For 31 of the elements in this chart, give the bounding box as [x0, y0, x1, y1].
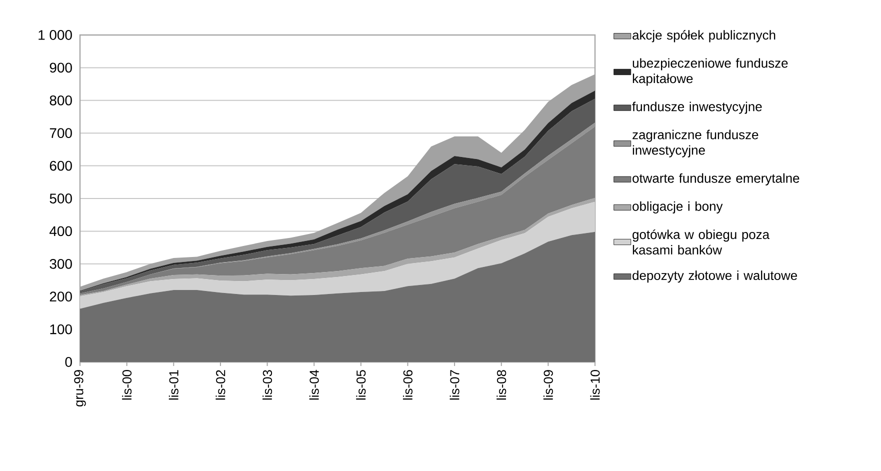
y-tick-label: 400 — [50, 226, 72, 236]
y-tick-label: 500 — [50, 194, 72, 204]
x-tick-label: lis-06 — [402, 370, 412, 400]
legend-label: akcje spółek publicznych — [632, 30, 776, 42]
legend-label: fundusze inwestycyjne — [632, 102, 762, 114]
y-tick-label: 300 — [50, 258, 72, 269]
legend-label: otwarte fundusze emerytalne — [632, 173, 800, 186]
y-tick-label: 200 — [50, 292, 72, 302]
x-tick-label: lis-07 — [450, 370, 460, 400]
y-tick-label: 900 — [50, 62, 72, 73]
legend-label: obligacje i bony — [632, 201, 723, 214]
x-tick-label: lis-03 — [262, 370, 272, 400]
x-tick-label: lis-10 — [590, 370, 600, 400]
y-tick-label: 1 000 — [38, 30, 72, 40]
x-tick-label: lis-05 — [356, 370, 366, 400]
legend-label: gotówka w obiegu poza kasami banków — [632, 229, 770, 255]
legend-label: depozyty złotowe i walutowe — [632, 270, 798, 283]
x-tick-label: lis-09 — [543, 370, 553, 400]
y-tick-label: 0 — [65, 357, 72, 367]
y-tick-label: 100 — [50, 324, 72, 334]
x-tick-label: lis-08 — [496, 370, 506, 400]
x-tick-label: lis-04 — [309, 370, 319, 400]
x-tick-label: lis-01 — [168, 370, 178, 400]
y-tick-label: 600 — [50, 160, 72, 171]
x-tick-label: lis-02 — [216, 370, 226, 400]
x-tick-label: gru-99 — [74, 370, 86, 406]
y-tick-label: 700 — [50, 128, 72, 138]
x-tick-label: lis-00 — [122, 370, 132, 400]
legend-label: zagraniczne fundusze inwestycyjne — [632, 130, 758, 158]
y-tick-label: 800 — [50, 95, 72, 106]
legend-label: ubezpieczeniowe fundusze kapitałowe — [632, 58, 788, 86]
